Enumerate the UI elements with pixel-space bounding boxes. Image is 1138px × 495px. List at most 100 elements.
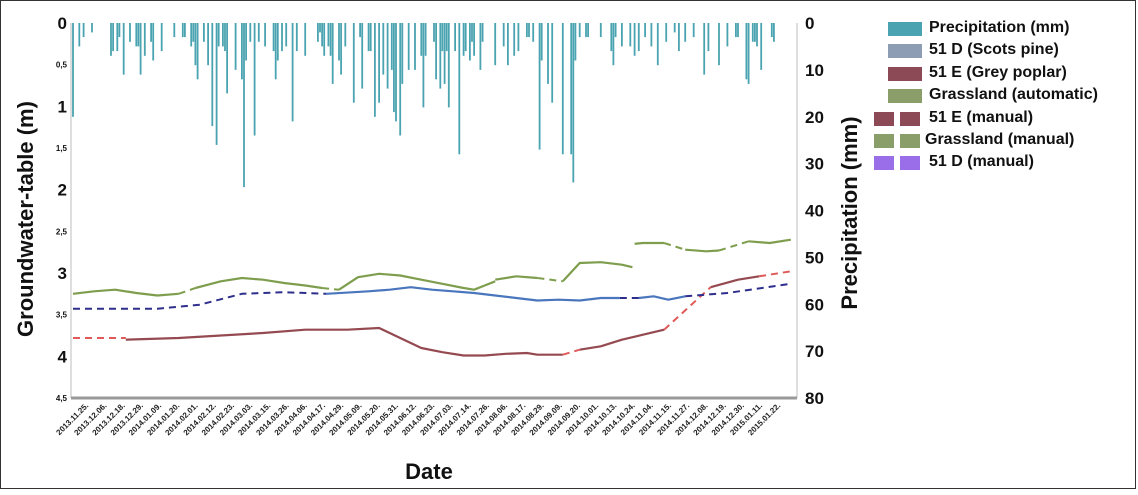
precip-bar (82, 23, 85, 38)
right-axis: 0 10 20 30 40 50 60 70 80 (805, 14, 824, 408)
precip-bar (196, 23, 199, 80)
precip-bar (226, 23, 228, 94)
left-tick-label: 4,5 (56, 394, 68, 403)
legend-item: 51 E (Grey poplar) (867, 64, 1138, 84)
right-tick-label: 0 (805, 14, 814, 33)
series-line-segment (748, 238, 791, 245)
series-line-segment (579, 328, 665, 351)
legend-item: 51 D (manual) (867, 153, 1138, 173)
precip-bar (507, 23, 509, 66)
precip-bar (773, 23, 775, 42)
precip-bar (274, 23, 277, 80)
precip-bar (585, 23, 587, 38)
precip-bar (329, 23, 332, 56)
precip-bar (443, 23, 446, 84)
precip-bar (173, 23, 176, 38)
right-tick-label: 40 (805, 202, 824, 221)
series-line-segment (638, 295, 686, 301)
precip-bar (435, 23, 437, 80)
precip-bar (352, 23, 355, 103)
precip-bar (745, 23, 748, 80)
precip-bar (386, 23, 389, 89)
legend-label: 51 E (Grey poplar) (929, 64, 1067, 81)
legend-label: 51 E (manual) (929, 109, 1034, 126)
precip-bar (241, 23, 243, 80)
precip-bar (222, 23, 224, 47)
precip-bar (726, 23, 729, 47)
precip-bar (331, 23, 334, 84)
manual-series-segment (537, 277, 563, 283)
precip-bar (285, 23, 288, 47)
precip-bar (422, 23, 425, 108)
left-tick-label: 0,5 (56, 61, 68, 70)
precip-bar (272, 23, 275, 52)
precip-bar (574, 23, 577, 61)
precip-bar (91, 23, 93, 33)
legend-label: Grassland (manual) (925, 131, 1075, 148)
precip-bar (433, 23, 435, 42)
precip-bar (139, 23, 142, 75)
right-tick-label: 30 (805, 155, 824, 174)
precip-bar (526, 23, 528, 38)
series-line-segment (685, 248, 720, 253)
precip-bar (718, 23, 720, 66)
precip-bar (243, 23, 245, 188)
precip-bar (129, 23, 131, 42)
right-tick-label: 60 (805, 295, 824, 314)
precip-bar (513, 23, 516, 56)
left-tick-label: 2 (58, 181, 67, 200)
precip-bar (621, 23, 623, 47)
precip-bar (578, 23, 581, 38)
series-line-segment (561, 261, 633, 283)
precip-bar (207, 23, 209, 66)
precip-bar (447, 23, 450, 108)
right-tick-label: 10 (805, 61, 824, 80)
precip-bar (547, 23, 549, 84)
precip-bar (587, 23, 589, 38)
precip-bar (338, 23, 340, 61)
precip-bar (540, 23, 543, 61)
precip-bar (760, 23, 763, 70)
series-line-segment (710, 275, 760, 289)
precip-bar (678, 23, 680, 52)
groundwater-lines (72, 238, 791, 357)
precip-bar (538, 23, 541, 150)
precip-bar (458, 23, 461, 155)
precip-bar (190, 23, 193, 47)
precip-bar (517, 23, 520, 52)
precip-bar (135, 23, 138, 47)
precip-bar (72, 23, 74, 117)
precip-bar (756, 23, 758, 47)
precip-bar (401, 23, 404, 84)
precip-bar (551, 23, 554, 103)
precip-bar (439, 23, 442, 89)
left-tick-label: 1,5 (56, 144, 68, 153)
precip-bar (143, 23, 146, 56)
precip-bar (464, 23, 467, 52)
legend-item: Precipitation (mm) (867, 19, 1138, 39)
precip-bar (390, 23, 393, 70)
series-line-segment (72, 288, 179, 297)
precip-bar (407, 23, 410, 70)
precip-bar (673, 23, 676, 33)
precip-bar (217, 23, 220, 47)
precip-bar (116, 23, 119, 52)
precip-bar (304, 23, 307, 56)
precip-bar (321, 23, 323, 47)
precip-bar (735, 23, 737, 38)
precip-bar (599, 23, 602, 38)
precip-bar (494, 23, 497, 66)
right-tick-label: 70 (805, 342, 824, 361)
precip-bar (692, 23, 695, 38)
precip-bar (532, 23, 535, 42)
precip-bar (481, 23, 484, 42)
precip-bar (445, 23, 448, 52)
legend-item: 51 E (manual) (867, 109, 1138, 129)
precip-bar (118, 23, 121, 38)
precip-bar (211, 23, 214, 127)
precip-bar (295, 23, 298, 52)
precip-bar (234, 23, 237, 70)
precip-bar (399, 23, 402, 136)
precip-bar (572, 23, 575, 183)
